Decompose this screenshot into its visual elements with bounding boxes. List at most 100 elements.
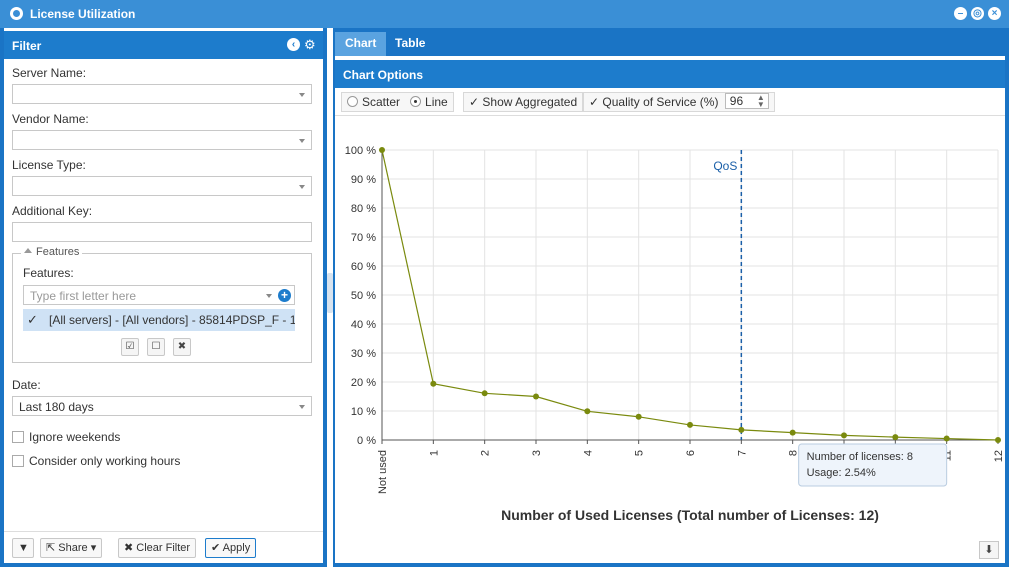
qos-spinner[interactable]: 96 ▲ ▼ bbox=[724, 93, 769, 109]
chevron-down-icon: ▾ bbox=[90, 542, 97, 554]
add-feature-icon[interactable]: + bbox=[278, 289, 291, 302]
restore-icon[interactable]: ◎ bbox=[971, 7, 984, 20]
share-icon: ⇱ bbox=[46, 542, 56, 554]
download-button[interactable]: ⬇ bbox=[979, 541, 999, 559]
collapse-triangle-icon bbox=[24, 248, 32, 253]
tab-chart[interactable]: Chart bbox=[335, 32, 387, 56]
data-point bbox=[789, 429, 796, 436]
feature-actions: ☑ ☐ ✖ bbox=[121, 338, 191, 356]
share-button[interactable]: ⇱ Share ▾ bbox=[40, 538, 103, 558]
tooltip-box bbox=[798, 443, 948, 487]
tooltip-line-2: Usage: 2.54% bbox=[807, 467, 876, 479]
radio-icon bbox=[347, 96, 358, 107]
y-tick-label: 40 % bbox=[351, 319, 376, 331]
chart-panel: Chart Table Chart Options Scatter Line ✓… bbox=[333, 28, 1009, 567]
funnel-icon: ▼ bbox=[18, 542, 29, 554]
line-radio[interactable]: Line bbox=[410, 95, 448, 109]
chart-area: 0 % 10 % 20 % 30 % 40 % 50 % 60 % 70 % 80 % 90 % 1… bbox=[335, 118, 1005, 567]
data-point bbox=[841, 432, 847, 439]
data-point bbox=[481, 390, 488, 397]
radio-selected-icon bbox=[410, 96, 422, 107]
server-name-select[interactable] bbox=[12, 84, 312, 104]
data-point bbox=[533, 393, 539, 400]
panel-splitter[interactable] bbox=[327, 28, 333, 567]
chart-options-title: Chart Options bbox=[343, 68, 423, 82]
y-tick-label: 30 % bbox=[351, 348, 376, 360]
checkbox-icon bbox=[12, 431, 24, 443]
y-tick-label: 90 % bbox=[351, 174, 376, 186]
checkmark-icon: ✓ bbox=[589, 95, 600, 109]
chart-toolbar: Scatter Line ✓ Show Aggregated ✓ Quality… bbox=[335, 88, 1005, 116]
splitter-grip[interactable] bbox=[327, 273, 333, 313]
check-circle-icon: ✔ bbox=[211, 542, 221, 554]
qos-marker-label: QoS bbox=[713, 159, 737, 173]
select-all-button[interactable]: ☑ bbox=[121, 338, 139, 356]
data-point bbox=[635, 413, 642, 420]
y-tick-label: 100 % bbox=[345, 145, 376, 157]
additional-key-input[interactable] bbox=[12, 222, 312, 242]
feature-list-item[interactable]: ✓ [All servers] - [All vendors] - 85814P… bbox=[23, 309, 295, 331]
date-value: Last 180 days bbox=[19, 400, 94, 414]
chevron-down-icon bbox=[299, 185, 305, 189]
show-aggregated-checkbox[interactable]: ✓ Show Aggregated bbox=[463, 92, 584, 112]
filter-title: Filter bbox=[12, 39, 42, 53]
x-tick-label: 1 bbox=[428, 450, 440, 456]
scatter-radio[interactable]: Scatter bbox=[347, 95, 400, 109]
checkmark-icon: ✓ bbox=[469, 95, 480, 109]
vendor-name-label: Vendor Name: bbox=[12, 112, 89, 126]
x-tick-label: 8 bbox=[788, 450, 800, 456]
remove-features-button[interactable]: ✖ bbox=[173, 338, 191, 356]
collapse-left-icon[interactable]: ‹ bbox=[287, 38, 300, 51]
window-titlebar: License Utilization – ◎ × bbox=[0, 0, 1009, 28]
filter-footer: ▼ ⇱ Share ▾ ✖ Clear Filter ✔ Apply bbox=[4, 531, 323, 563]
x-tick-label: 6 bbox=[685, 450, 697, 456]
x-tick-label: 12 bbox=[993, 450, 1005, 462]
y-tick-label: 70 % bbox=[351, 232, 376, 244]
features-legend[interactable]: Features bbox=[21, 246, 83, 258]
vendor-name-select[interactable] bbox=[12, 130, 312, 150]
chart-tooltip: Number of licenses: 8 Usage: 2.54% bbox=[798, 443, 948, 487]
data-point bbox=[430, 380, 437, 387]
features-placeholder: Type first letter here bbox=[30, 289, 137, 303]
y-tick-label: 60 % bbox=[351, 261, 376, 273]
y-tick-label: 10 % bbox=[351, 406, 376, 418]
checkmark-icon: ✓ bbox=[27, 312, 38, 327]
features-search-input[interactable]: Type first letter here + bbox=[23, 285, 295, 305]
tooltip-line-1: Number of licenses: 8 bbox=[807, 451, 913, 463]
chevron-down-icon bbox=[299, 139, 305, 143]
usage-line-chart: 0 % 10 % 20 % 30 % 40 % 50 % 60 % 70 % 80 % 90 % 1… bbox=[345, 145, 1005, 523]
gear-icon[interactable]: ⚙ bbox=[304, 37, 316, 52]
data-point bbox=[892, 434, 899, 441]
x-tick-label: 4 bbox=[582, 450, 594, 456]
data-point bbox=[379, 147, 385, 153]
clear-filter-button[interactable]: ✖ Clear Filter bbox=[118, 538, 197, 558]
clear-icon: ✖ bbox=[124, 542, 134, 554]
ignore-weekends-checkbox[interactable]: Ignore weekends bbox=[12, 430, 120, 444]
chevron-down-icon[interactable] bbox=[266, 294, 272, 298]
qos-checkbox[interactable]: ✓ Quality of Service (%) 96 ▲ ▼ bbox=[583, 92, 775, 112]
filter-icon-button[interactable]: ▼ bbox=[12, 538, 34, 558]
checkbox-icon bbox=[12, 455, 24, 467]
date-select[interactable]: Last 180 days bbox=[12, 396, 312, 416]
window-title: License Utilization bbox=[30, 7, 136, 21]
data-point bbox=[943, 435, 950, 442]
features-fieldset: Features Features: Type first letter her… bbox=[12, 246, 312, 363]
y-tick-label: 20 % bbox=[351, 377, 376, 389]
data-point bbox=[738, 426, 745, 433]
deselect-all-button[interactable]: ☐ bbox=[147, 338, 165, 356]
apply-button[interactable]: ✔ Apply bbox=[205, 538, 257, 558]
tab-table[interactable]: Table bbox=[395, 36, 426, 50]
close-icon[interactable]: × bbox=[988, 7, 1001, 20]
chart-mode-group: Scatter Line bbox=[341, 92, 454, 112]
x-tick-label: 5 bbox=[634, 450, 646, 456]
server-name-label: Server Name: bbox=[12, 66, 87, 80]
date-label: Date: bbox=[12, 378, 41, 392]
chevron-down-icon bbox=[299, 93, 305, 97]
working-hours-checkbox[interactable]: Consider only working hours bbox=[12, 454, 180, 468]
download-icon: ⬇ bbox=[984, 544, 994, 556]
spinner-arrows-icon[interactable]: ▲ ▼ bbox=[756, 93, 765, 109]
license-type-select[interactable] bbox=[12, 176, 312, 196]
minimize-icon[interactable]: – bbox=[954, 7, 967, 20]
x-tick-label: 7 bbox=[736, 450, 748, 456]
x-tick-label: 2 bbox=[480, 450, 492, 456]
